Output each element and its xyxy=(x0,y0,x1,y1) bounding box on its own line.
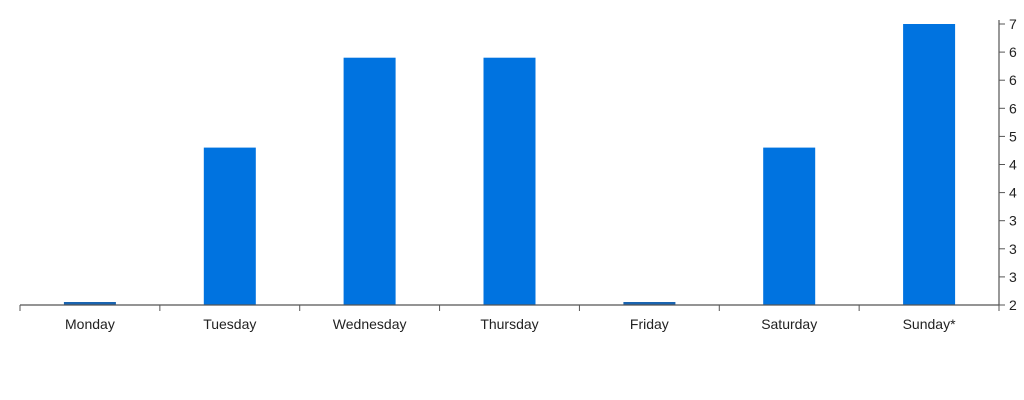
x-axis-labels: Monday Tuesday Wednesday Thursday Friday Satu… xyxy=(65,316,956,332)
y-tick-label: 4 xyxy=(1009,185,1017,201)
x-tick-label: Thursday xyxy=(480,316,538,332)
x-tick-label: Tuesday xyxy=(203,316,256,332)
x-tick-label: Friday xyxy=(630,316,669,332)
y-axis-ticks xyxy=(999,23,1005,306)
bar-tuesday xyxy=(203,147,256,305)
y-tick-label: 6 xyxy=(1009,72,1017,88)
y-tick-label: 3 xyxy=(1009,241,1017,257)
y-tick-label: 4 xyxy=(1009,157,1017,173)
y-tick-label: 7 xyxy=(1009,16,1017,32)
bar-wednesday xyxy=(343,57,396,306)
bar-monday xyxy=(63,302,116,305)
y-tick-label: 3 xyxy=(1009,213,1017,229)
x-axis-ticks xyxy=(19,305,1000,311)
bars-group xyxy=(63,24,956,306)
y-tick-label: 2 xyxy=(1009,297,1017,313)
x-tick-label: Wednesday xyxy=(333,316,407,332)
y-axis-labels: 2 3 3 3 4 4 5 6 6 6 7 xyxy=(1009,16,1017,313)
bar-sunday xyxy=(903,24,956,305)
bar-thursday xyxy=(483,57,536,306)
y-tick-label: 3 xyxy=(1009,269,1017,285)
y-tick-label: 6 xyxy=(1009,100,1017,116)
bar-saturday xyxy=(763,147,816,305)
y-tick-label: 5 xyxy=(1009,128,1017,144)
x-tick-label: Sunday* xyxy=(903,316,956,332)
bar-friday xyxy=(623,302,676,305)
y-tick-label: 6 xyxy=(1009,44,1017,60)
x-tick-label: Monday xyxy=(65,316,115,332)
x-tick-label: Saturday xyxy=(761,316,817,332)
